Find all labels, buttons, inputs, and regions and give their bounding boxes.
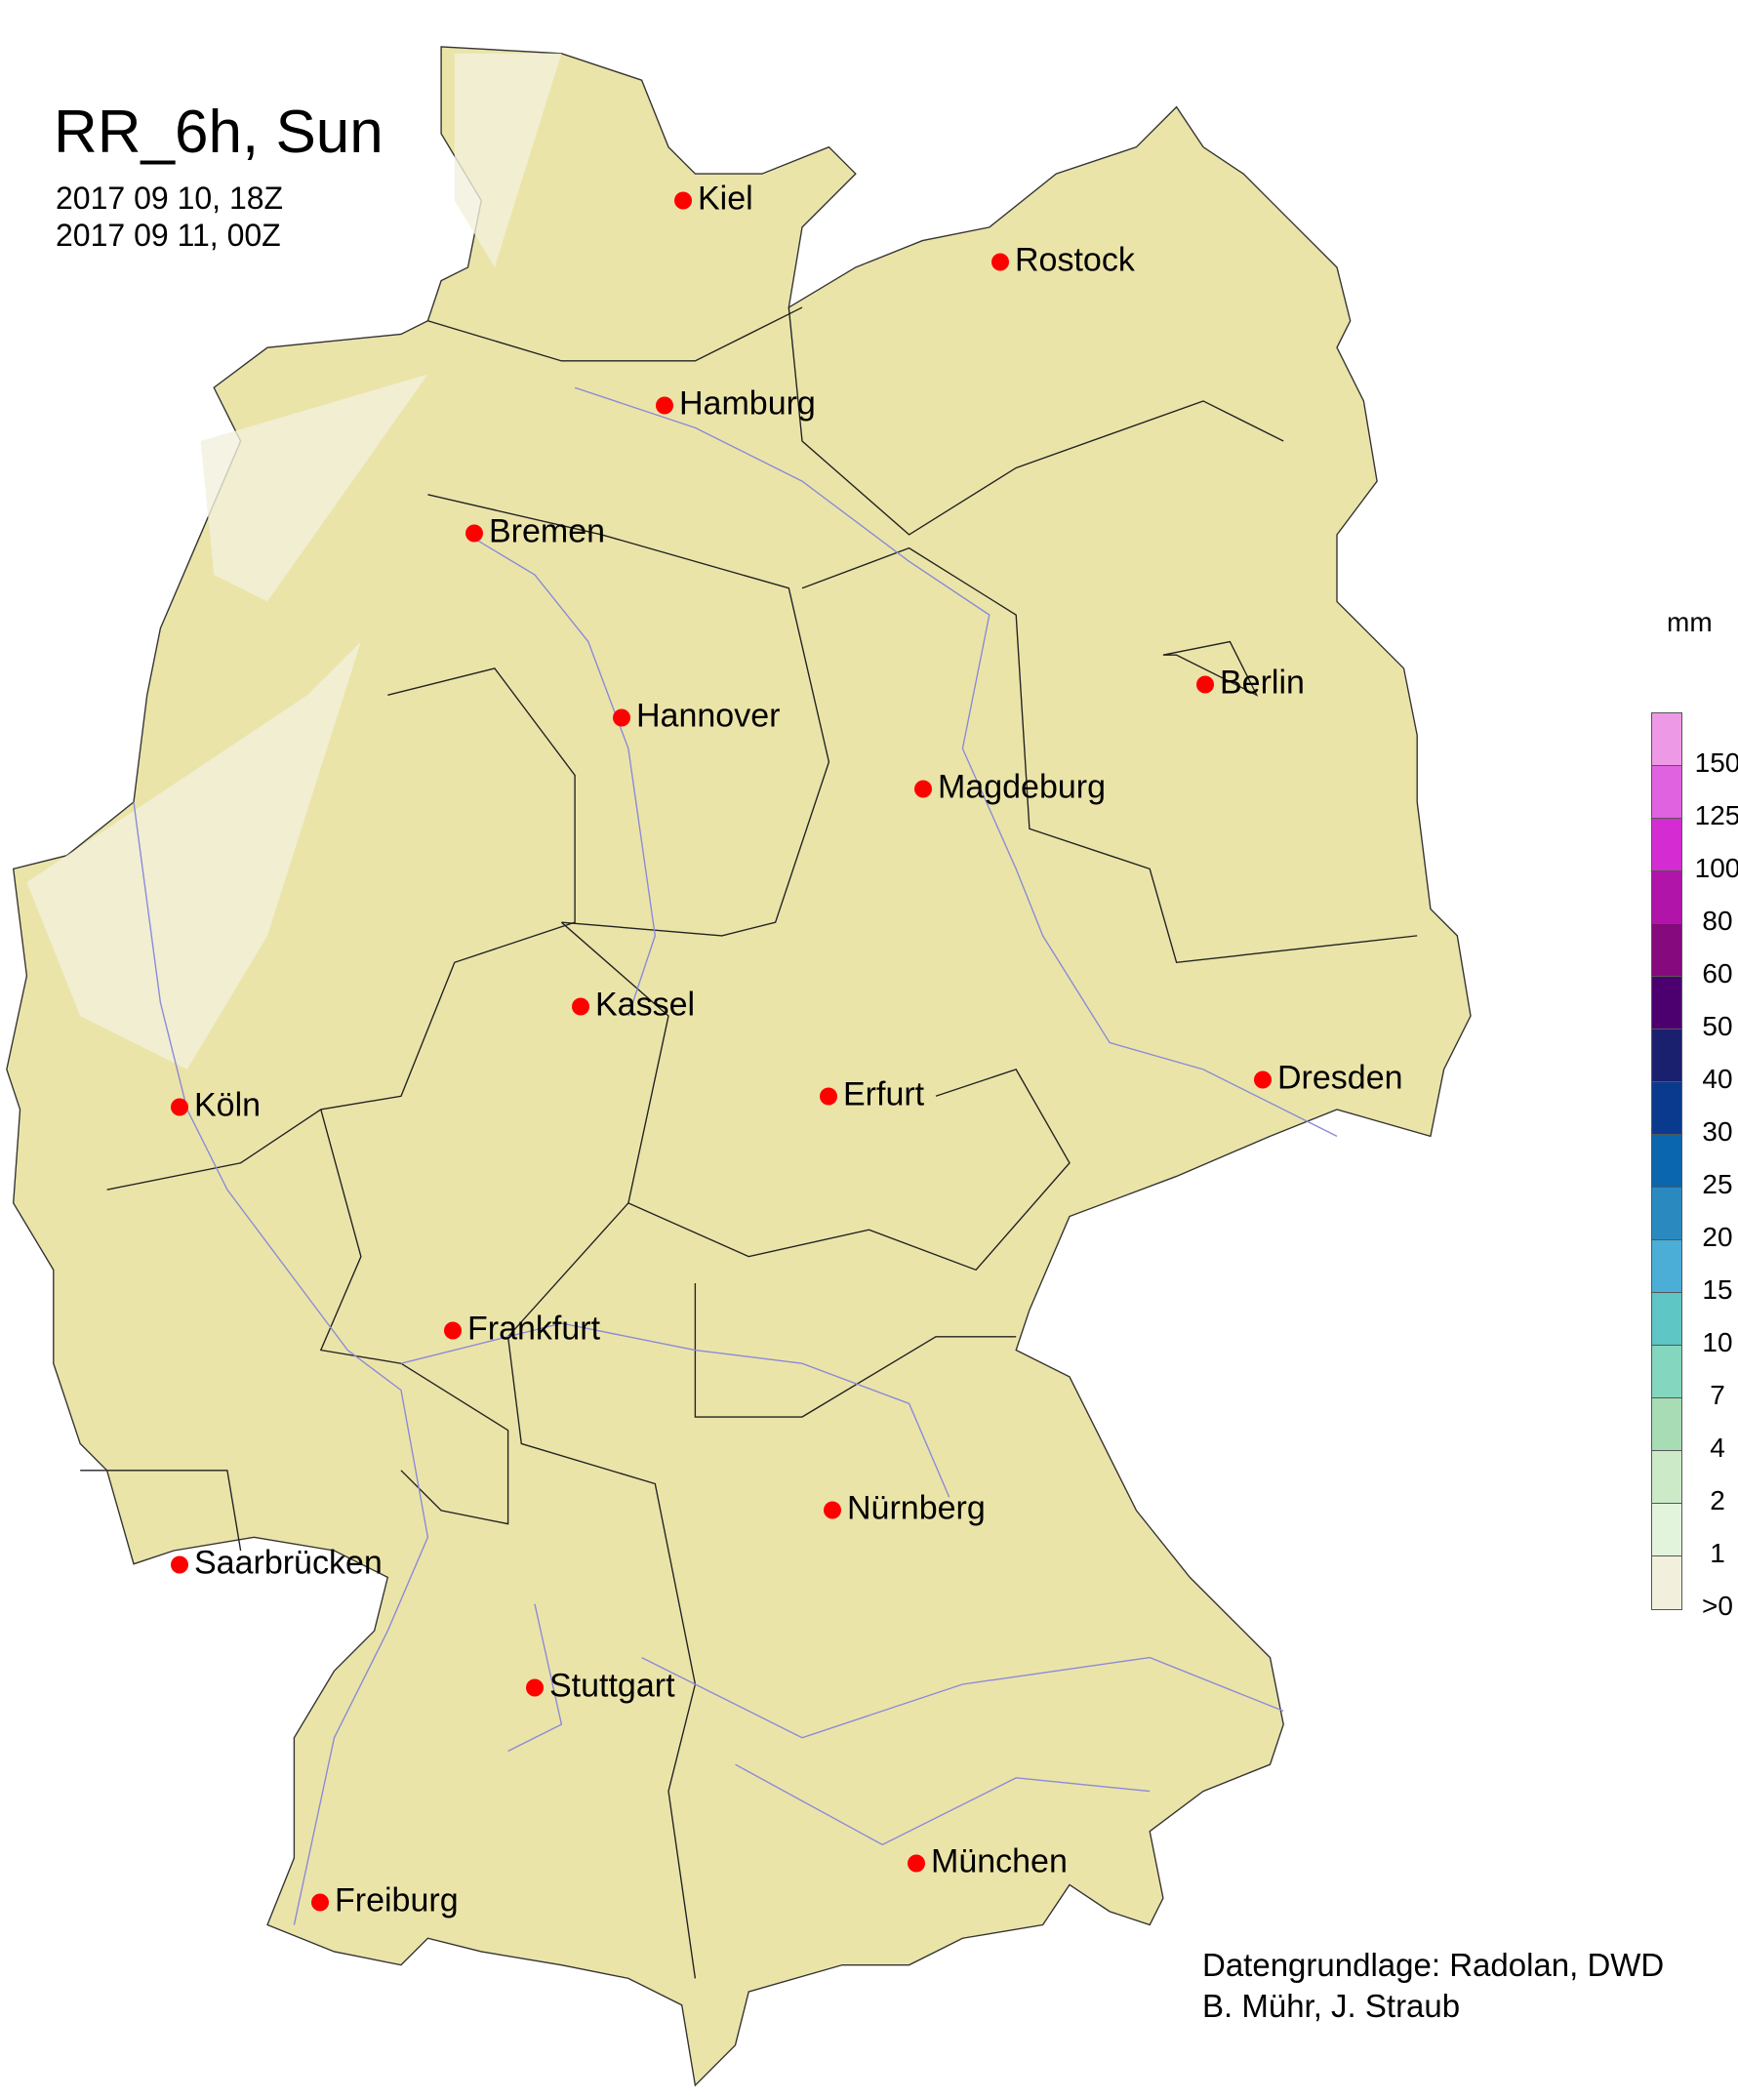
legend-label: 150 <box>1694 747 1738 778</box>
legend-swatch <box>1652 1188 1681 1240</box>
city-marker: Bremen <box>465 512 606 551</box>
city-dot-icon <box>572 997 589 1016</box>
city-marker: Kassel <box>572 986 696 1025</box>
city-label: Hannover <box>636 697 781 735</box>
city-marker: Hamburg <box>656 384 816 424</box>
legend-label: 20 <box>1702 1222 1733 1252</box>
legend-swatch <box>1652 1030 1681 1082</box>
city-dot-icon <box>526 1678 544 1697</box>
city-label: Stuttgart <box>549 1667 675 1705</box>
legend-label: 125 <box>1694 800 1738 830</box>
city-label: Saarbrücken <box>194 1544 383 1582</box>
legend-swatch <box>1652 977 1681 1030</box>
legend-label: 40 <box>1702 1064 1733 1094</box>
legend-swatch <box>1652 871 1681 924</box>
rivers <box>133 386 1338 1925</box>
germany-land <box>6 46 1472 2087</box>
city-marker: Magdeburg <box>914 768 1107 807</box>
legend-swatch <box>1652 766 1681 819</box>
city-dot-icon <box>908 1854 925 1873</box>
city-marker: Erfurt <box>820 1075 925 1114</box>
city-marker: Berlin <box>1196 664 1305 703</box>
city-label: Rostock <box>1015 241 1135 279</box>
legend-label: 30 <box>1702 1116 1733 1147</box>
city-marker: Kiel <box>674 180 753 219</box>
city-label: Köln <box>194 1086 262 1124</box>
city-dot-icon <box>820 1087 837 1106</box>
legend-swatch <box>1652 1346 1681 1398</box>
legend-swatch <box>1652 924 1681 977</box>
city-label: Magdeburg <box>938 768 1107 806</box>
city-label: Hamburg <box>679 384 816 423</box>
city-label: Dresden <box>1277 1059 1403 1097</box>
legend-label: 25 <box>1702 1169 1733 1199</box>
city-marker: München <box>908 1842 1068 1881</box>
city-dot-icon <box>465 524 483 543</box>
city-marker: Dresden <box>1254 1059 1403 1098</box>
city-dot-icon <box>1254 1070 1272 1089</box>
legend-unit: mm <box>1667 607 1713 637</box>
legend-swatch <box>1652 1240 1681 1293</box>
city-dot-icon <box>674 191 692 210</box>
city-marker: Frankfurt <box>444 1310 601 1349</box>
city-label: Bremen <box>489 512 606 550</box>
map-title: RR_6h, Sun <box>54 99 384 166</box>
city-dot-icon <box>1196 675 1214 694</box>
light-rain-area <box>26 641 361 1070</box>
city-dot-icon <box>656 396 673 415</box>
color-legend <box>1651 712 1682 1610</box>
legend-swatch <box>1652 1556 1681 1609</box>
city-marker: Saarbrücken <box>171 1544 383 1583</box>
legend-label: 80 <box>1702 906 1733 936</box>
city-label: Freiburg <box>335 1881 459 1919</box>
legend-swatch <box>1652 1398 1681 1451</box>
city-marker: Stuttgart <box>526 1667 675 1706</box>
city-marker: Freiburg <box>311 1881 459 1920</box>
city-dot-icon <box>171 1098 188 1116</box>
city-dot-icon <box>914 780 932 798</box>
city-marker: Rostock <box>991 241 1135 280</box>
legend-swatch <box>1652 1082 1681 1135</box>
legend-label: 10 <box>1702 1327 1733 1357</box>
legend-swatch <box>1652 819 1681 871</box>
state-borders <box>80 306 1418 1979</box>
city-dot-icon <box>311 1893 329 1912</box>
city-dot-icon <box>991 253 1009 271</box>
city-marker: Köln <box>171 1086 262 1125</box>
legend-swatch <box>1652 1504 1681 1556</box>
city-label: Erfurt <box>843 1075 925 1113</box>
legend-swatch <box>1652 1135 1681 1188</box>
city-label: Kiel <box>698 180 753 218</box>
credit-authors: B. Mühr, J. Straub <box>1202 1988 1461 2024</box>
legend-label: >0 <box>1702 1591 1733 1621</box>
credit-source: Datengrundlage: Radolan, DWD <box>1202 1947 1665 1983</box>
city-marker: Hannover <box>613 697 781 736</box>
legend-swatch <box>1652 1451 1681 1504</box>
city-marker: Nürnberg <box>824 1489 986 1528</box>
city-label: Nürnberg <box>847 1489 986 1527</box>
legend-label: 100 <box>1694 853 1738 883</box>
city-dot-icon <box>444 1321 462 1340</box>
legend-label: 50 <box>1702 1011 1733 1041</box>
legend-label: 2 <box>1710 1485 1725 1515</box>
legend-label: 7 <box>1710 1380 1725 1410</box>
legend-label: 4 <box>1710 1433 1725 1463</box>
legend-swatch <box>1652 713 1681 766</box>
city-label: Kassel <box>595 986 696 1024</box>
period-start: 2017 09 10, 18Z <box>56 181 284 216</box>
city-label: München <box>931 1842 1068 1880</box>
legend-swatch <box>1652 1293 1681 1346</box>
city-dot-icon <box>613 708 630 727</box>
legend-label: 15 <box>1702 1274 1733 1305</box>
city-dot-icon <box>171 1555 188 1574</box>
period-end: 2017 09 11, 00Z <box>56 218 281 253</box>
city-label: Berlin <box>1220 664 1305 702</box>
light-rain-area <box>200 374 428 602</box>
city-label: Frankfurt <box>467 1310 601 1348</box>
legend-label: 1 <box>1710 1538 1725 1568</box>
light-rain-area <box>454 53 562 267</box>
legend-label: 60 <box>1702 958 1733 989</box>
city-dot-icon <box>824 1501 841 1519</box>
